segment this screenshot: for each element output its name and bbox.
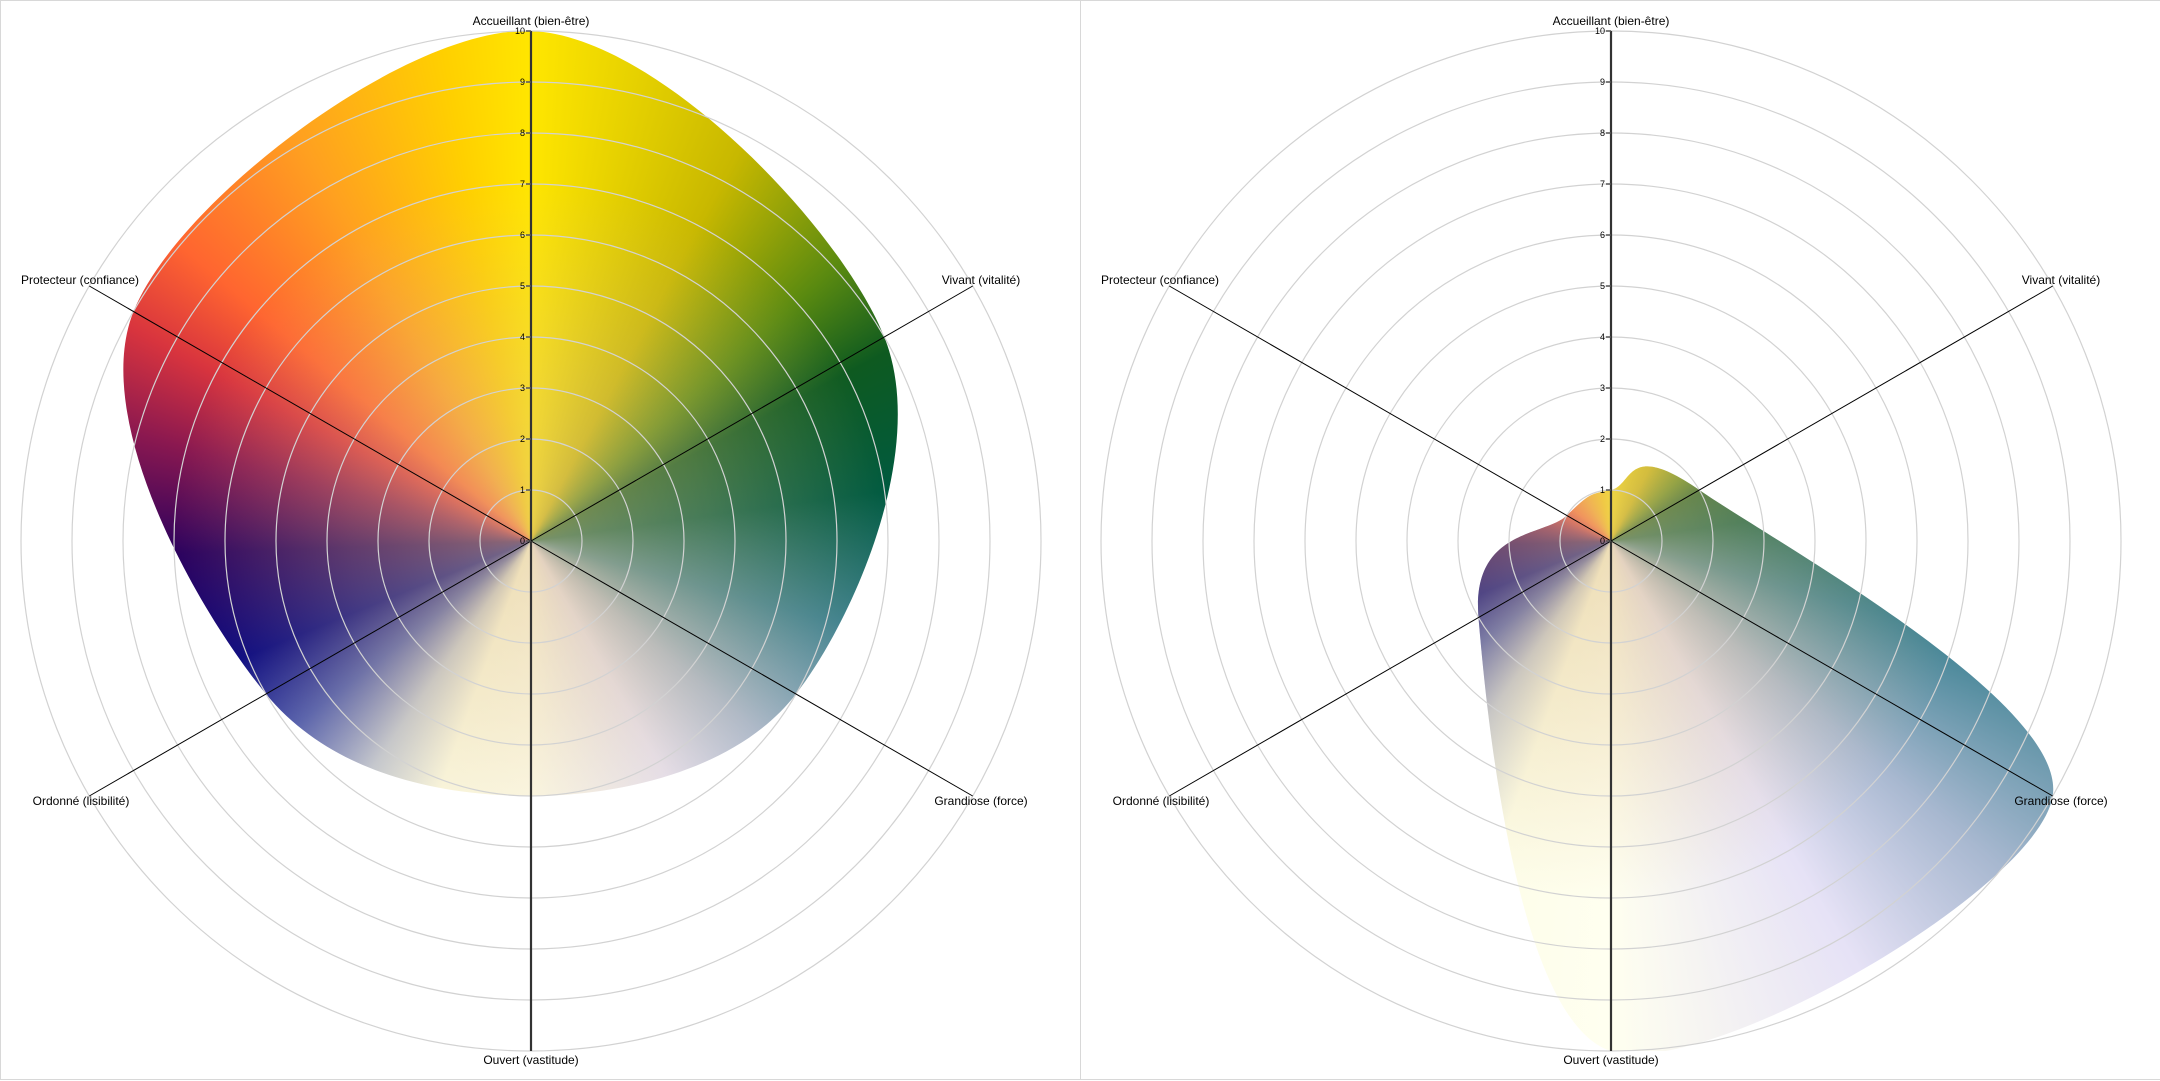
tick-label: 1 <box>520 485 525 495</box>
axis-label: Accueillant (bien-être) <box>473 14 590 28</box>
tick-label: 9 <box>1600 77 1605 87</box>
tick-label: 5 <box>520 281 525 291</box>
axis-label: Grandiose (force) <box>934 794 1027 808</box>
radar-chart-left: 0 1 2 3 4 5 6 7 8 9 10 Accueillant (bien-être) Vivan… <box>0 0 1081 1080</box>
tick-label: 8 <box>1600 128 1605 138</box>
axis-line <box>1610 540 2053 797</box>
tick-label: 0 <box>520 536 525 546</box>
tick-label: 10 <box>1595 26 1605 36</box>
axis-label: Ouvert (vastitude) <box>483 1053 578 1067</box>
axis-line <box>89 285 532 542</box>
axis-line <box>1610 285 2053 542</box>
axis-label: Ordonné (lisibilité) <box>1113 794 1210 808</box>
axis-label: Accueillant (bien-être) <box>1553 14 1670 28</box>
tick-label: 2 <box>1600 434 1605 444</box>
axis-label: Vivant (vitalité) <box>2022 273 2100 287</box>
axis-label: Ordonné (lisibilité) <box>33 794 130 808</box>
axis-line <box>530 285 973 542</box>
tick-label: 5 <box>1600 281 1605 291</box>
tick-label: 6 <box>1600 230 1605 240</box>
axis-line <box>1169 285 1612 542</box>
tick-label: 9 <box>520 77 525 87</box>
tick-label: 8 <box>520 128 525 138</box>
axis-label: Ouvert (vastitude) <box>1563 1053 1658 1067</box>
tick-label: 6 <box>520 230 525 240</box>
tick-label: 0 <box>1600 536 1605 546</box>
axis-label: Protecteur (confiance) <box>21 273 139 287</box>
axis-line <box>89 540 532 797</box>
tick-label: 7 <box>520 179 525 189</box>
axis-line <box>1169 540 1612 797</box>
tick-label: 3 <box>520 383 525 393</box>
tick-label: 4 <box>1600 332 1605 342</box>
axis-line <box>530 540 973 797</box>
axis-label: Grandiose (force) <box>2014 794 2107 808</box>
tick-label: 3 <box>1600 383 1605 393</box>
radar-chart-right: 0 1 2 3 4 5 6 7 8 9 10 Accueillant (bien-être) Vivan… <box>1080 0 2160 1080</box>
axis-label: Protecteur (confiance) <box>1101 273 1219 287</box>
tick-label: 10 <box>515 26 525 36</box>
tick-label: 2 <box>520 434 525 444</box>
axis-label: Vivant (vitalité) <box>942 273 1020 287</box>
tick-label: 7 <box>1600 179 1605 189</box>
tick-label: 4 <box>520 332 525 342</box>
tick-label: 1 <box>1600 485 1605 495</box>
